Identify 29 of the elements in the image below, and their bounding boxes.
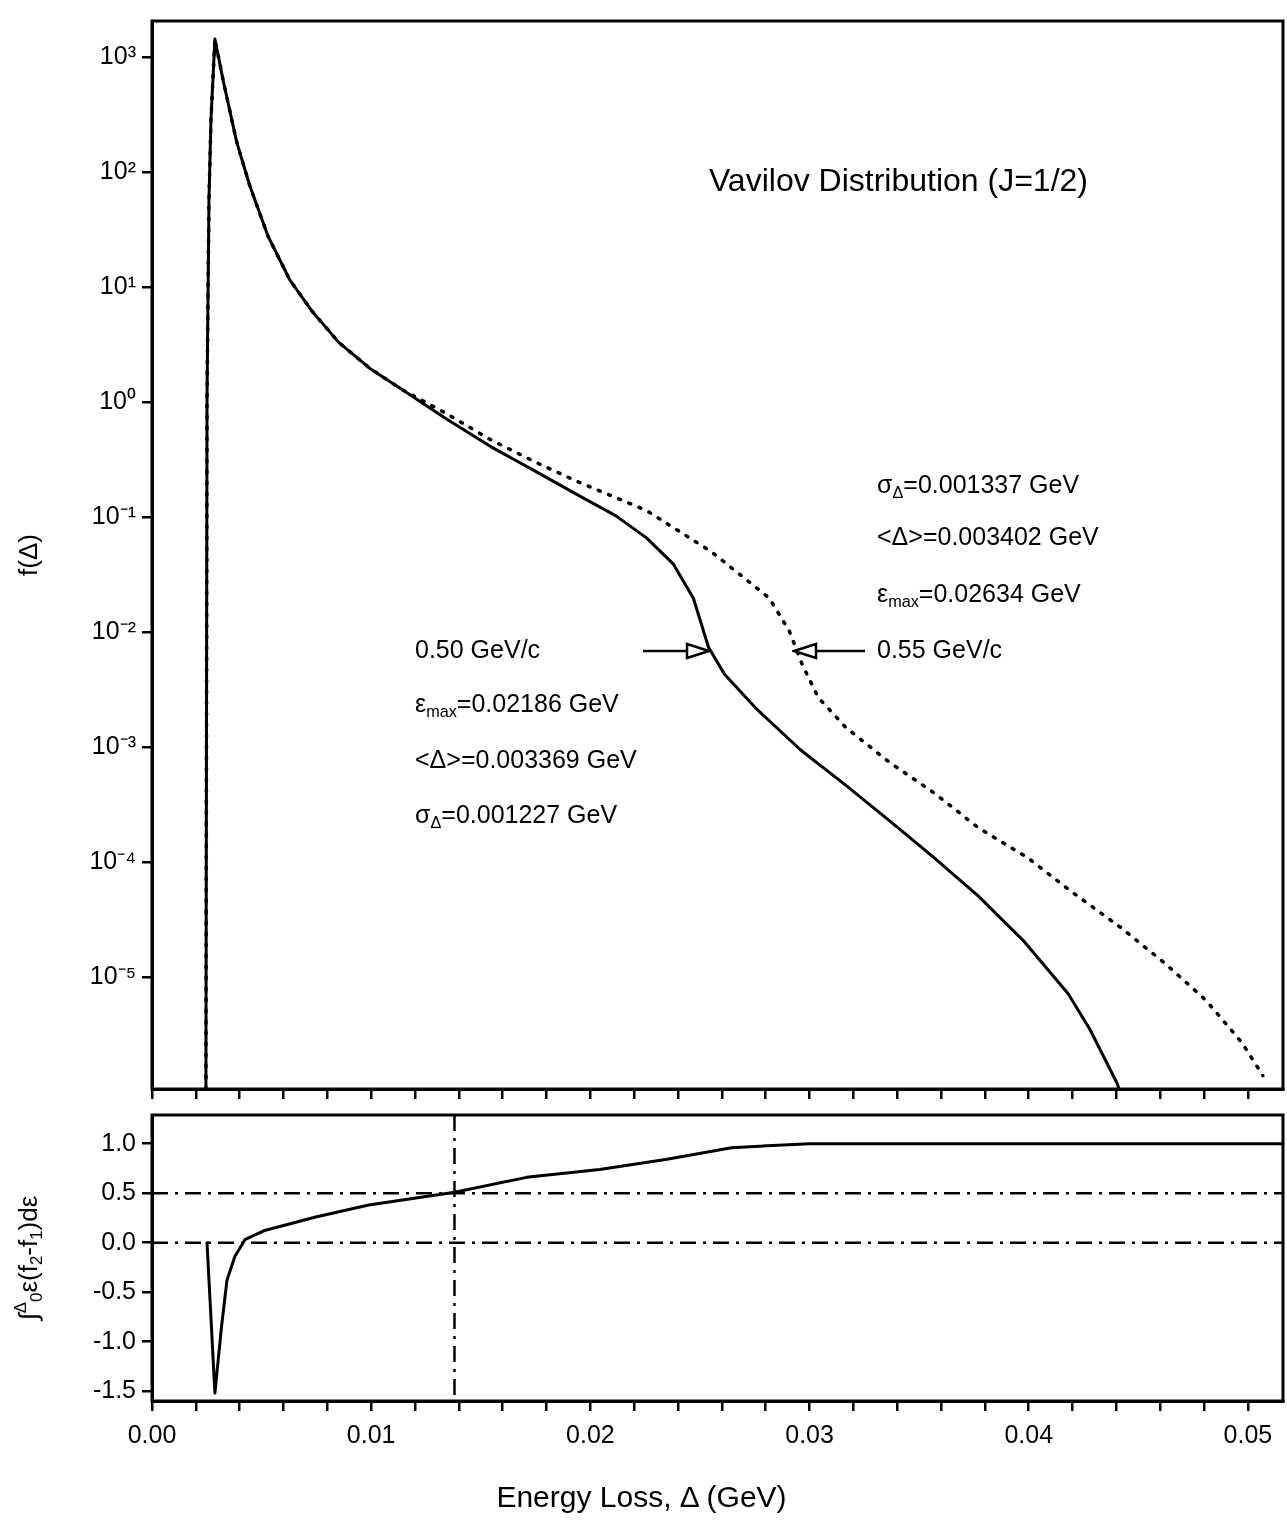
x-tick-label: 0.04: [1004, 1419, 1054, 1448]
y-axis-title: ∫Δ0ε(f2-f1)dε: [10, 1195, 47, 1323]
x-tick-label: 0.02: [566, 1419, 615, 1448]
y-tick-label: 10⁻²: [91, 616, 136, 645]
y-tick-label: 10⁻³: [91, 731, 136, 760]
y-tick-label: -0.5: [92, 1276, 136, 1305]
y-tick-label: -1.5: [92, 1374, 136, 1403]
x-tick-label: 0.00: [127, 1419, 177, 1448]
y-tick-label: -1.0: [92, 1325, 136, 1354]
y-tick-label: 10⁰: [99, 385, 136, 414]
y-tick-label: 10³: [99, 40, 136, 69]
annotation: 0.55 GeV/c: [877, 634, 1003, 663]
x-tick-label: 0.01: [346, 1419, 396, 1448]
y-tick-label: 10²: [99, 155, 136, 184]
y-tick-label: 0.5: [101, 1177, 136, 1206]
y-tick-label: 1.0: [101, 1127, 136, 1156]
y-tick-label: 10⁻⁵: [89, 961, 136, 990]
annotation: <Δ>=0.003402 GeV: [877, 521, 1100, 550]
y-tick-label: 0.0: [101, 1226, 136, 1255]
x-axis-title: Energy Loss, Δ (GeV): [496, 1480, 787, 1514]
x-tick-label: 0.05: [1223, 1419, 1273, 1448]
y-tick-label: 10¹: [99, 270, 136, 299]
text: Vavilov Distribution (J=1/2): [708, 161, 1089, 198]
y-axis-title: f(Δ): [13, 534, 44, 576]
annotation: <Δ>=0.003369 GeV: [415, 744, 638, 773]
x-tick-label: 0.03: [785, 1419, 834, 1448]
y-tick-label: 10⁻¹: [91, 500, 136, 529]
annotation: 0.50 GeV/c: [415, 634, 541, 663]
y-tick-label: 10⁻⁴: [89, 846, 136, 875]
